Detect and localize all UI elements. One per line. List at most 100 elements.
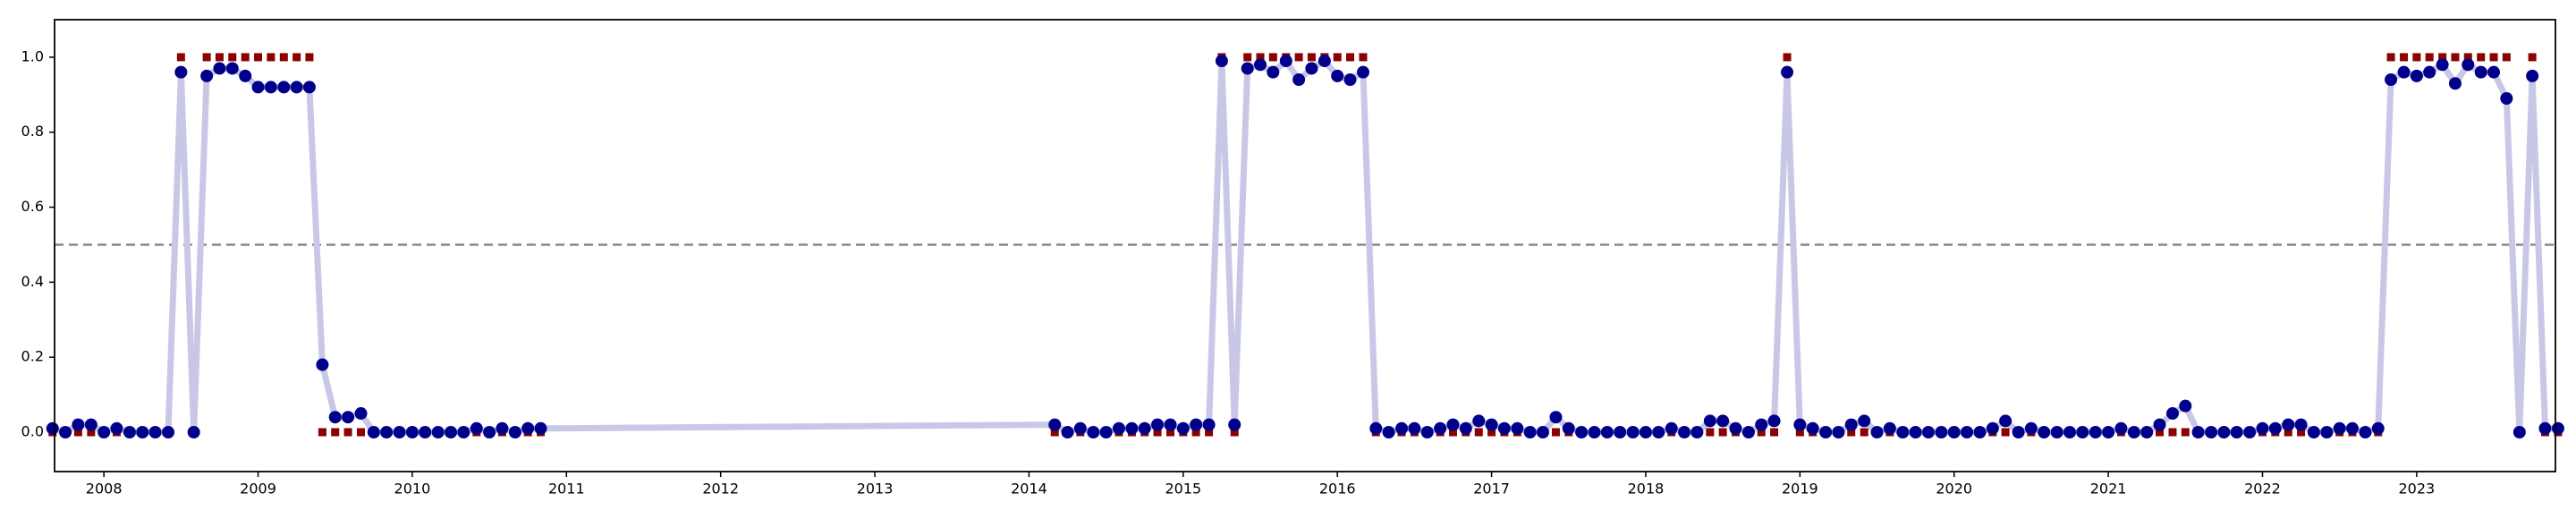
probability-marker xyxy=(1921,425,1935,438)
label-marker xyxy=(1783,53,1792,62)
probability-marker xyxy=(2179,399,2192,413)
probability-marker xyxy=(1973,425,1987,438)
probability-marker xyxy=(1176,421,1190,435)
label-marker xyxy=(1718,428,1727,437)
probability-marker xyxy=(2268,421,2282,435)
probability-marker xyxy=(1858,414,1871,428)
probability-marker xyxy=(367,425,380,438)
probability-marker xyxy=(2500,92,2513,106)
probability-marker xyxy=(213,62,226,75)
probability-marker xyxy=(1600,425,1614,438)
probability-marker xyxy=(1485,418,1498,431)
probability-marker xyxy=(2114,421,2128,435)
probability-marker xyxy=(290,81,303,94)
probability-marker xyxy=(1844,418,1858,431)
probability-marker xyxy=(470,421,483,435)
probability-marker xyxy=(2307,425,2320,438)
probability-marker xyxy=(2423,65,2436,79)
x-tick-label: 2012 xyxy=(702,481,739,498)
label-marker xyxy=(331,428,340,437)
probability-marker xyxy=(1382,425,1395,438)
probability-marker xyxy=(1318,55,1331,68)
probability-marker xyxy=(1190,418,1203,431)
probability-marker xyxy=(2256,421,2269,435)
label-marker xyxy=(1294,53,1303,62)
label-marker xyxy=(241,53,250,62)
label-marker xyxy=(254,53,263,62)
probability-marker xyxy=(110,421,123,435)
label-marker xyxy=(1757,428,1766,437)
probability-marker xyxy=(1228,418,1241,431)
probability-marker xyxy=(1164,418,1177,431)
label-marker xyxy=(2477,53,2486,62)
probability-marker xyxy=(1112,421,1125,435)
probability-marker xyxy=(2282,418,2295,431)
probability-marker xyxy=(2436,58,2449,72)
probability-marker xyxy=(1626,425,1640,438)
probability-marker xyxy=(2294,418,2308,431)
series-line xyxy=(51,57,2558,436)
probability-marker xyxy=(1947,425,1961,438)
probability-marker xyxy=(1562,421,1575,435)
probability-marker xyxy=(2217,425,2231,438)
probability-marker xyxy=(1729,421,1742,435)
probability-marker xyxy=(405,425,419,438)
probability-marker xyxy=(1472,414,1486,428)
label-marker xyxy=(1770,428,1779,437)
label-marker xyxy=(2400,53,2409,62)
probability-marker xyxy=(2205,425,2218,438)
probability-marker xyxy=(1511,421,1524,435)
probability-marker xyxy=(187,425,200,438)
label-marker xyxy=(1474,428,1483,437)
probability-marker xyxy=(1305,62,1318,75)
label-marker xyxy=(2502,53,2511,62)
label-marker xyxy=(1333,53,1342,62)
label-marker xyxy=(1243,53,1252,62)
x-tick-label: 2022 xyxy=(2244,481,2281,498)
probability-marker xyxy=(2089,425,2102,438)
probability-marker xyxy=(1497,421,1511,435)
label-marker xyxy=(1205,428,1214,437)
label-marker xyxy=(1050,428,1059,437)
label-marker xyxy=(279,53,288,62)
probability-marker xyxy=(123,425,136,438)
probability-marker xyxy=(225,62,239,75)
x-tick-label: 2014 xyxy=(1011,481,1047,498)
probability-marker xyxy=(1832,425,1845,438)
probability-marker xyxy=(1048,418,1062,431)
probability-marker xyxy=(2345,421,2359,435)
label-marker xyxy=(1307,53,1316,62)
probability-marker xyxy=(97,425,111,438)
label-marker xyxy=(2284,428,2292,437)
probability-marker xyxy=(521,421,535,435)
y-tick-label: 0.8 xyxy=(21,123,44,140)
probability-marker xyxy=(1138,421,1151,435)
y-tick-label: 0.0 xyxy=(21,422,44,439)
x-tick-label: 2017 xyxy=(1473,481,1510,498)
probability-marker xyxy=(2038,425,2051,438)
probability-marker xyxy=(2333,421,2346,435)
probability-marker xyxy=(1793,418,1807,431)
label-marker xyxy=(1230,428,1239,437)
probability-marker xyxy=(1690,425,1704,438)
probability-marker xyxy=(2127,425,2140,438)
x-tick-label: 2015 xyxy=(1165,481,1201,498)
label-marker xyxy=(228,53,237,62)
x-tick-label: 2019 xyxy=(1782,481,1818,498)
x-tick-label: 2020 xyxy=(1936,481,1972,498)
probability-marker xyxy=(1652,425,1665,438)
probability-marker xyxy=(277,81,291,94)
probability-marker xyxy=(1716,414,1730,428)
x-tick-label: 2009 xyxy=(240,481,276,498)
label-marker xyxy=(1448,428,1457,437)
probability-marker xyxy=(1087,425,1100,438)
probability-marker xyxy=(2526,69,2539,82)
probability-marker xyxy=(2063,425,2077,438)
y-tick-label: 1.0 xyxy=(21,47,44,64)
probability-marker xyxy=(1073,421,1087,435)
label-marker xyxy=(1268,53,1277,62)
label-marker xyxy=(1551,428,1560,437)
probability-marker xyxy=(354,407,368,421)
probability-marker xyxy=(1575,425,1589,438)
